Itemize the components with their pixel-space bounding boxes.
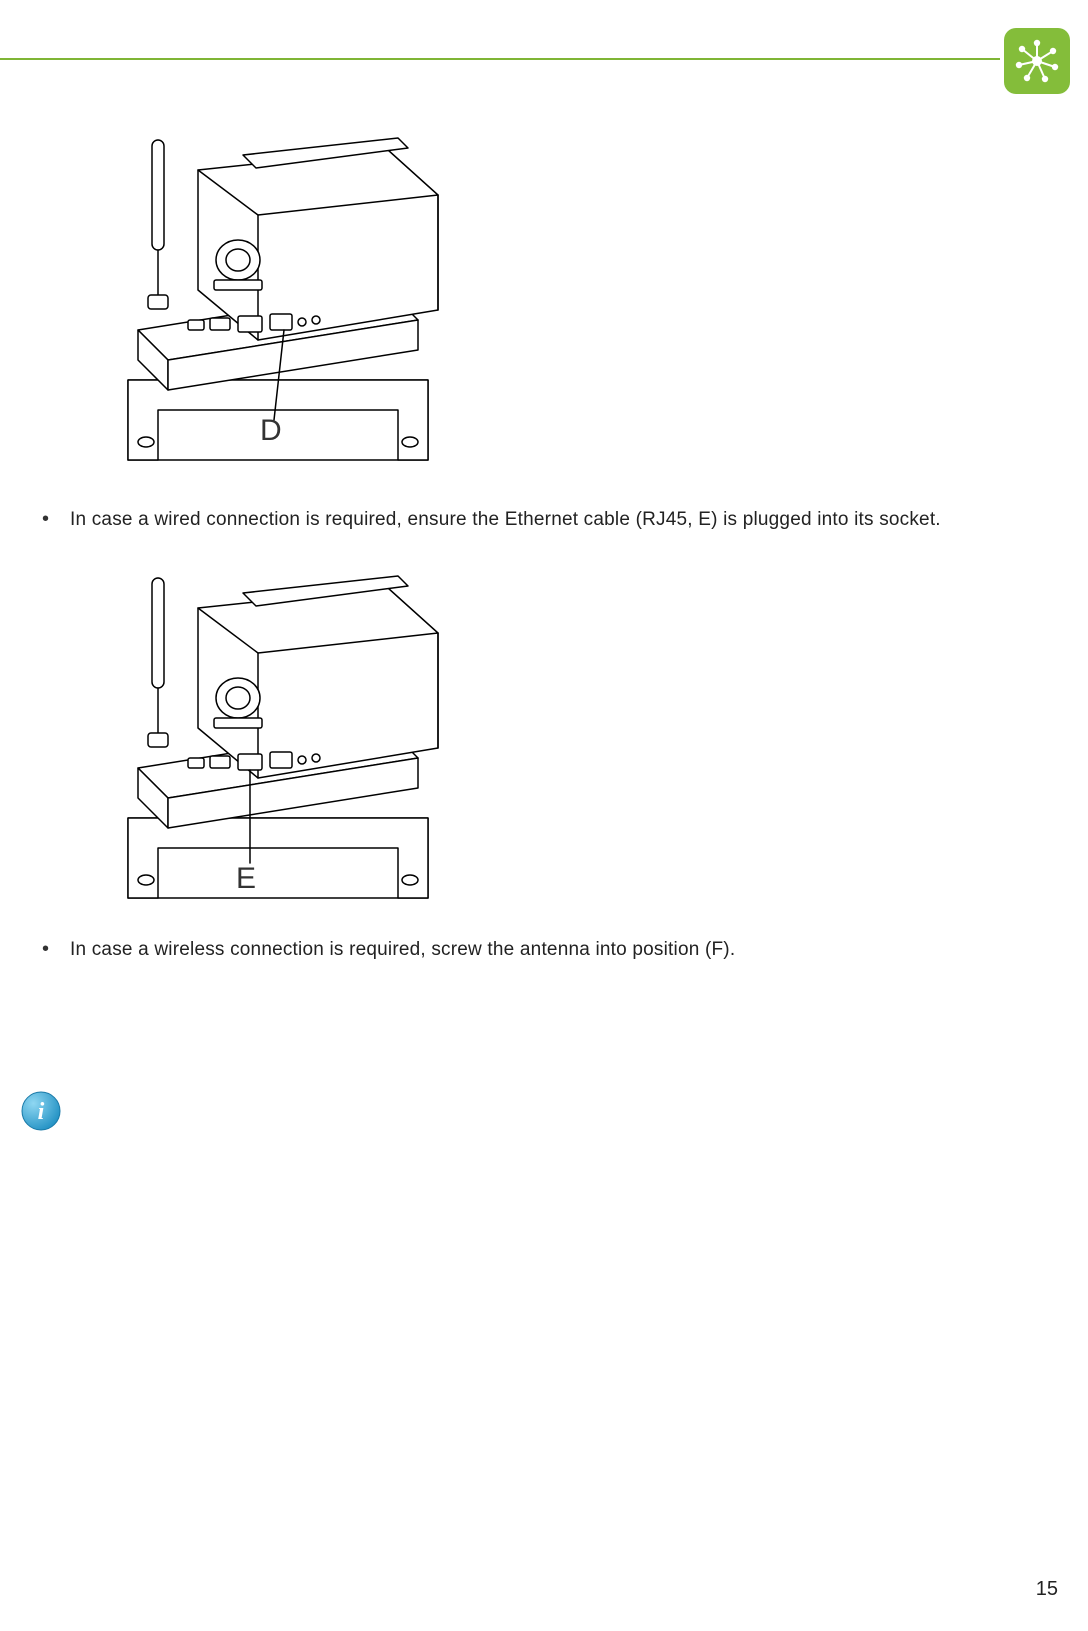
network-icon	[1004, 28, 1070, 94]
bullet-glyph: •	[42, 938, 64, 960]
info-icon: i	[20, 1090, 62, 1132]
page-root: D • In case a wired connection is requir…	[0, 0, 1088, 1631]
instruction-ethernet: • In case a wired connection is required…	[42, 508, 1058, 532]
page-number: 15	[1036, 1578, 1058, 1601]
bullet-glyph: •	[42, 508, 64, 530]
instruction-ethernet-text: In case a wired connection is required, …	[70, 508, 941, 532]
instruction-wireless-text: In case a wireless connection is require…	[70, 938, 735, 962]
instruction-wireless: • In case a wireless connection is requi…	[42, 938, 1058, 962]
top-accent-rule	[0, 58, 1000, 60]
figure-d: D	[88, 120, 468, 480]
figure-e: E	[88, 558, 468, 918]
svg-text:i: i	[38, 1099, 45, 1125]
figure-e-label: E	[236, 862, 256, 895]
figure-d-label: D	[260, 414, 282, 447]
